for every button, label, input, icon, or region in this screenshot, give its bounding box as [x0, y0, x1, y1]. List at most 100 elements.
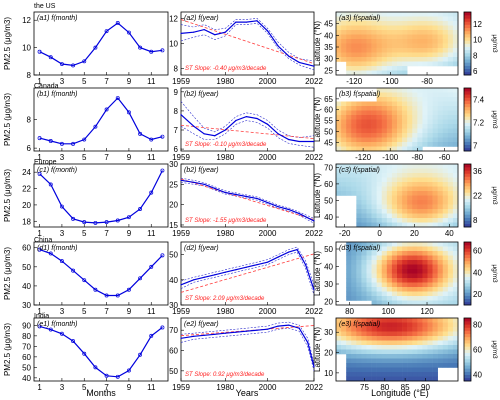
heatmap-cell [366, 182, 372, 187]
heatmap-cell [391, 213, 398, 219]
heatmap-cell [422, 318, 428, 323]
heatmap-cell [391, 376, 398, 382]
heatmap-cell [437, 168, 444, 174]
heatmap-cell [407, 354, 413, 359]
heatmap-cell [447, 16, 454, 22]
heatmap-cell [361, 260, 367, 265]
colorbar-segment [464, 65, 471, 69]
heatmap-cell [407, 340, 413, 346]
axes-frame [335, 317, 459, 382]
heatmap-cell [361, 168, 367, 174]
heatmap-cell [442, 52, 449, 58]
heatmap-cell [386, 349, 393, 355]
colorbar-tick-label: 36 [473, 167, 482, 176]
heatmap-cell [376, 376, 383, 382]
heatmap-cell [427, 327, 433, 332]
data-point [37, 49, 42, 54]
heatmap-cell [336, 318, 342, 323]
heatmap-cell [371, 182, 377, 187]
heatmap-cell [432, 260, 438, 265]
heatmap-cell [391, 21, 398, 26]
x-tick-label: 100 [382, 307, 396, 316]
heatmap-cell [371, 246, 377, 252]
y-tick-label: 40 [22, 282, 31, 291]
heatmap-cell [432, 128, 438, 134]
heatmap-cell [452, 264, 459, 270]
y-tick-label: 50 [22, 263, 31, 272]
heatmap-cell [346, 48, 352, 53]
data-point [298, 327, 300, 329]
colorbar-segment [464, 52, 471, 57]
heatmap-cell [386, 39, 393, 44]
y-tick-label: 30 [324, 328, 333, 337]
x-tick-label: 7 [104, 229, 109, 238]
heatmap-cell [356, 124, 362, 129]
heatmap-cell [432, 164, 438, 169]
heatmap-cell [336, 191, 342, 196]
colorbar-frame [463, 163, 472, 228]
heatmap-cell [427, 25, 433, 31]
heatmap-cell [366, 119, 372, 125]
heatmap-cell [432, 43, 438, 49]
heatmap-cell [376, 137, 383, 143]
heatmap-cell [407, 61, 413, 67]
heatmap-cell [422, 218, 428, 223]
heatmap-cell [427, 322, 433, 328]
heatmap-cell [381, 213, 388, 219]
x-tick-label: -120 [355, 153, 372, 162]
heatmap-cell [336, 101, 342, 107]
heatmap-cell [437, 92, 444, 98]
heatmap-cell [351, 282, 357, 288]
heatmap-cell [351, 115, 357, 120]
heatmap-cell [417, 25, 423, 31]
heatmap-cell [427, 21, 433, 26]
heatmap-cell [417, 168, 423, 174]
heatmap-cell [407, 300, 413, 306]
heatmap-cell [422, 363, 428, 368]
heatmap-cell [341, 110, 347, 116]
heatmap-cell [361, 354, 367, 359]
heatmap-cell [452, 12, 459, 17]
heatmap-cell [412, 57, 418, 62]
heatmap-cell [376, 273, 383, 279]
heatmap-cell [346, 251, 352, 256]
heatmap-cell [391, 16, 398, 22]
heatmap-cell [366, 322, 372, 328]
panel-label: (e1) f(month) [37, 321, 77, 328]
heatmap-cell [447, 173, 454, 178]
heatmap-cell [402, 34, 408, 40]
heatmap-cell [417, 30, 423, 35]
colorbar-segment [464, 358, 471, 363]
data-point [235, 119, 237, 122]
data-point [245, 195, 248, 198]
heatmap-cell [376, 101, 383, 107]
heatmap-cell [432, 182, 438, 187]
heatmap-cell [397, 242, 403, 247]
heatmap-cell [371, 12, 377, 17]
heatmap-cell [356, 349, 362, 355]
x-tick-label: 7 [104, 383, 109, 392]
heatmap-cell [351, 340, 357, 346]
heatmap-cell [386, 142, 393, 147]
heatmap-cell [366, 255, 372, 261]
heatmap-cell [381, 318, 388, 323]
data-point [245, 21, 248, 23]
heatmap-cell [402, 110, 408, 116]
x-tick-label: 5 [82, 383, 87, 392]
heatmap-cell [366, 101, 372, 107]
data-point [138, 276, 143, 281]
heatmap-cell [417, 222, 423, 228]
heatmap-cell [432, 142, 438, 147]
heatmap-cell [422, 88, 428, 93]
heatmap-cell [422, 269, 428, 274]
heatmap-cell [447, 25, 454, 31]
heatmap-cell [371, 260, 377, 265]
data-point [203, 276, 205, 278]
heatmap-cell [437, 327, 444, 332]
heatmap-cell [391, 354, 398, 359]
heatmap-cell [361, 21, 367, 26]
heatmap-cell [381, 336, 388, 341]
heatmap-cell [412, 173, 418, 178]
heatmap-cell [412, 124, 418, 129]
ci-lower-line [180, 251, 315, 295]
